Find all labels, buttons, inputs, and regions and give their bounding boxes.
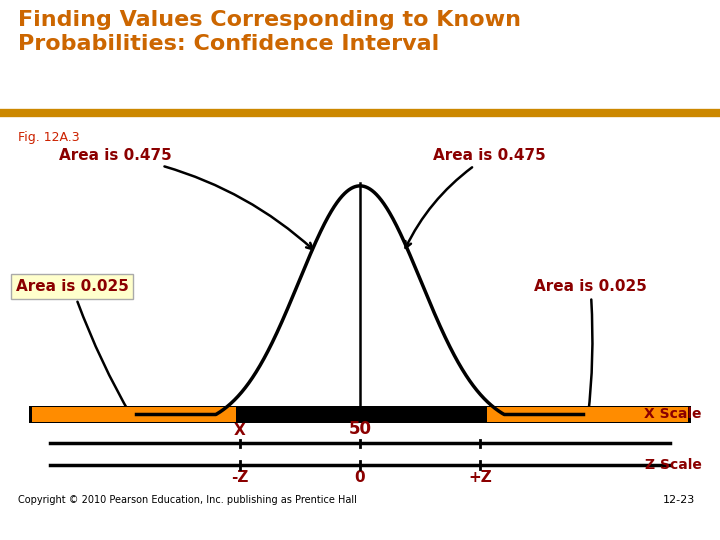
Text: Fig. 12A.3: Fig. 12A.3 xyxy=(18,131,80,144)
Text: X Scale: X Scale xyxy=(644,408,702,422)
Text: 12-23: 12-23 xyxy=(662,495,695,505)
Text: Area is 0.025: Area is 0.025 xyxy=(534,279,647,416)
Text: 0: 0 xyxy=(355,470,365,485)
Text: 50: 50 xyxy=(348,420,372,438)
Text: +Z: +Z xyxy=(468,470,492,485)
Text: X: X xyxy=(234,423,246,438)
Text: Copyright © 2010 Pearson Education, Inc. publishing as Prentice Hall: Copyright © 2010 Pearson Education, Inc.… xyxy=(18,495,357,505)
Bar xyxy=(487,407,688,422)
Text: Finding Values Corresponding to Known
Probabilities: Confidence Interval: Finding Values Corresponding to Known Pr… xyxy=(18,10,521,53)
Bar xyxy=(29,406,691,423)
Text: Z Scale: Z Scale xyxy=(645,458,702,472)
Bar xyxy=(32,407,236,422)
Text: -Z: -Z xyxy=(231,470,248,485)
Text: Area is 0.025: Area is 0.025 xyxy=(16,279,132,416)
Text: Area is 0.475: Area is 0.475 xyxy=(59,148,312,249)
Text: Area is 0.475: Area is 0.475 xyxy=(405,148,546,248)
